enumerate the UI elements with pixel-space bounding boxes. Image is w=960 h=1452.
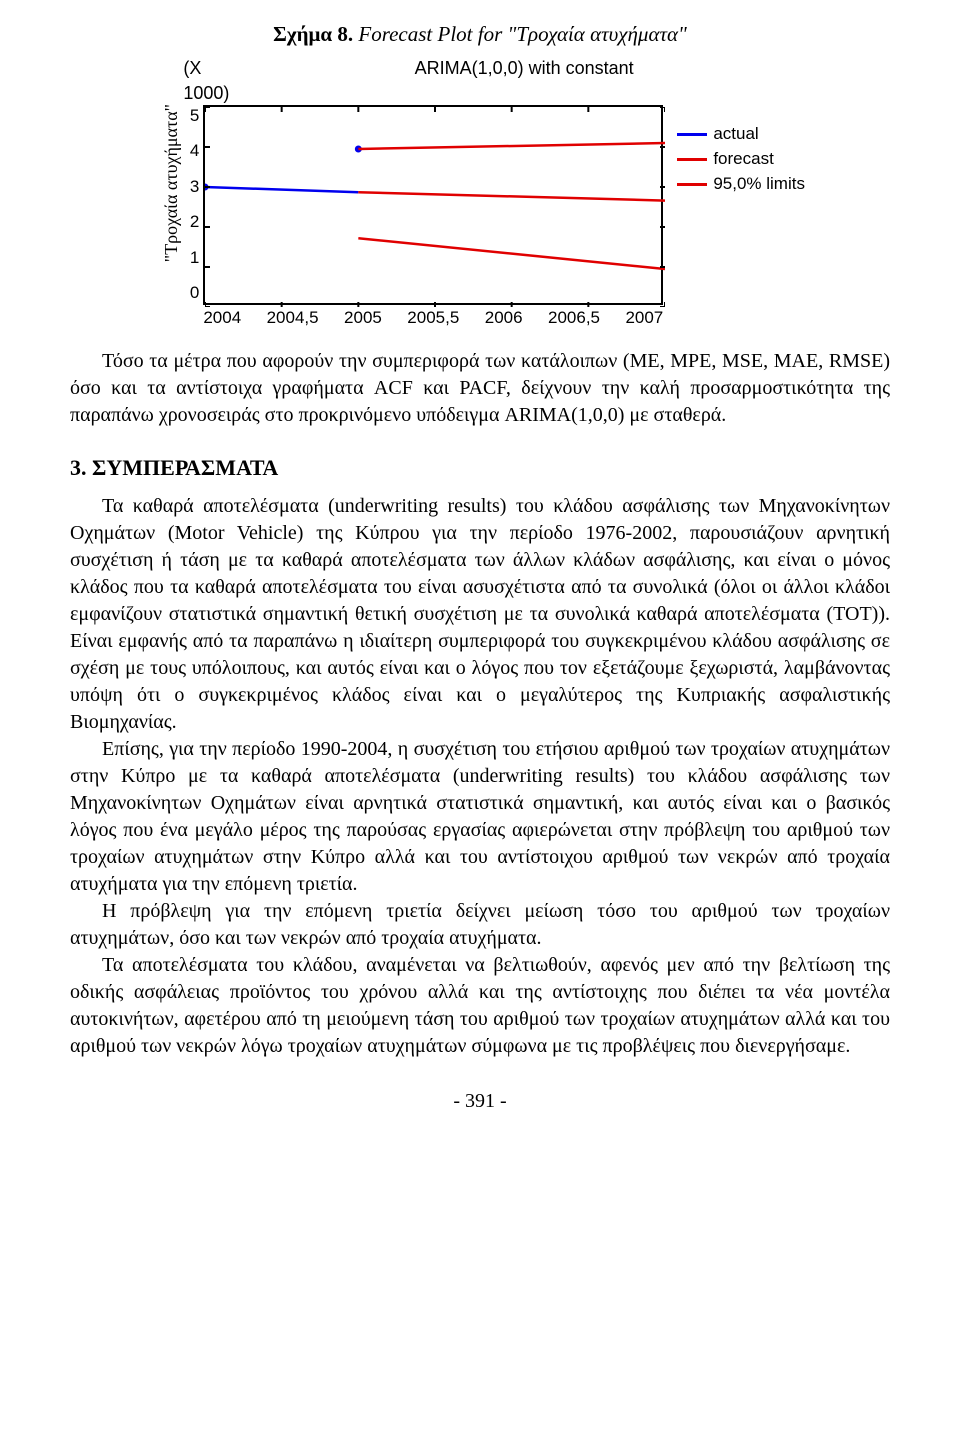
figure-caption-prefix: Σχήμα 8. [273, 22, 353, 46]
xtick: 2004,5 [267, 307, 319, 330]
legend-label: forecast [713, 148, 773, 171]
chart-ylabel: "Τροχαία ατυχήματα" [155, 104, 183, 262]
chart-x1000: (X 1000) [183, 56, 243, 105]
paragraph: Τα αποτελέσματα του κλάδου, αναμένεται ν… [70, 952, 890, 1060]
chart-plot-area [203, 105, 663, 305]
paragraph: Τα καθαρά αποτελέσματα (underwriting res… [70, 493, 890, 736]
chart-svg [205, 107, 665, 307]
section-heading: 3. ΣΥΜΠΕΡΑΣΜΑΤΑ [70, 453, 890, 483]
chart-legend: actual forecast 95,0% limits [663, 105, 805, 305]
paragraph: Τόσο τα μέτρα που αφορούν την συμπεριφορ… [70, 348, 890, 429]
page-number: - 391 - [70, 1088, 890, 1115]
ytick: 3 [183, 176, 199, 199]
legend-swatch [677, 158, 707, 161]
paragraph: Επίσης, για την περίοδο 1990-2004, η συσ… [70, 736, 890, 898]
xtick: 2007 [625, 307, 663, 330]
ytick: 4 [183, 140, 199, 163]
figure-caption: Σχήμα 8. Forecast Plot for "Τροχαία ατυχ… [70, 20, 890, 48]
chart-xticks: 2004 2004,5 2005 2005,5 2006 2006,5 2007 [203, 305, 663, 330]
ytick: 5 [183, 105, 199, 128]
chart-yticks: 5 4 3 2 1 0 [183, 105, 203, 305]
xtick: 2005,5 [407, 307, 459, 330]
xtick: 2006 [485, 307, 523, 330]
legend-item-limits: 95,0% limits [677, 173, 805, 196]
legend-swatch [677, 133, 707, 136]
forecast-chart: "Τροχαία ατυχήματα" (X 1000) ARIMA(1,0,0… [70, 56, 890, 330]
legend-item-actual: actual [677, 123, 805, 146]
figure-caption-rest: Forecast Plot for "Τροχαία ατυχήματα" [353, 22, 687, 46]
xtick: 2004 [203, 307, 241, 330]
ytick: 1 [183, 247, 199, 270]
ytick: 0 [183, 282, 199, 305]
paragraph: Η πρόβλεψη για την επόμενη τριετία δείχν… [70, 898, 890, 952]
legend-item-forecast: forecast [677, 148, 805, 171]
chart-title: ARIMA(1,0,0) with constant [243, 56, 805, 105]
legend-label: actual [713, 123, 758, 146]
ytick: 2 [183, 211, 199, 234]
legend-label: 95,0% limits [713, 173, 805, 196]
legend-swatch [677, 183, 707, 186]
xtick: 2005 [344, 307, 382, 330]
xtick: 2006,5 [548, 307, 600, 330]
